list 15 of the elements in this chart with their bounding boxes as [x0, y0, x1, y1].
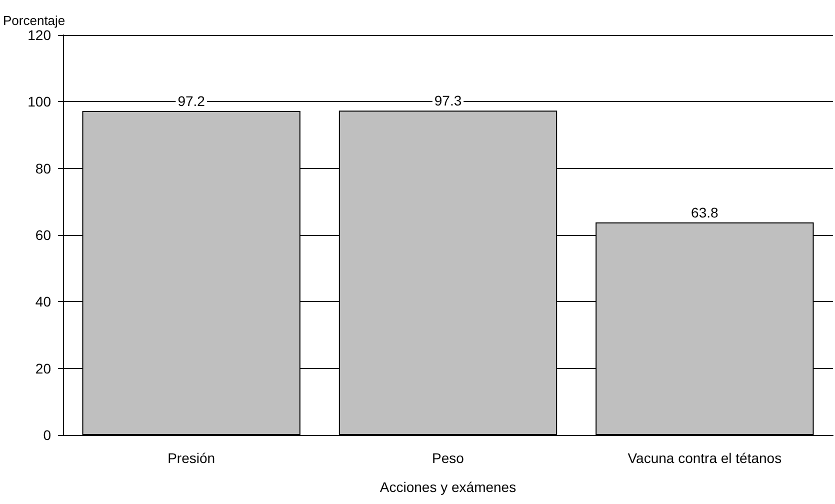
y-tick-label: 0 [43, 427, 52, 443]
x-tick-label: Vacuna contra el tétanos [628, 450, 782, 466]
y-tick-label: 100 [28, 94, 52, 110]
x-axis-title: Acciones y exámenes [380, 479, 516, 495]
y-tick-label: 80 [35, 160, 52, 176]
y-tick-label: 40 [35, 294, 52, 310]
data-label: 97.3 [434, 92, 462, 109]
x-tick-label: Peso [432, 450, 464, 466]
x-tick-label: Presión [168, 450, 216, 466]
y-axis-title: Porcentaje [3, 13, 66, 28]
data-label: 63.8 [691, 204, 719, 220]
y-tick-label: 60 [35, 227, 52, 243]
y-tick-label: 20 [35, 360, 52, 376]
data-label: 97.2 [178, 93, 206, 109]
y-tick-label: 120 [28, 27, 52, 43]
